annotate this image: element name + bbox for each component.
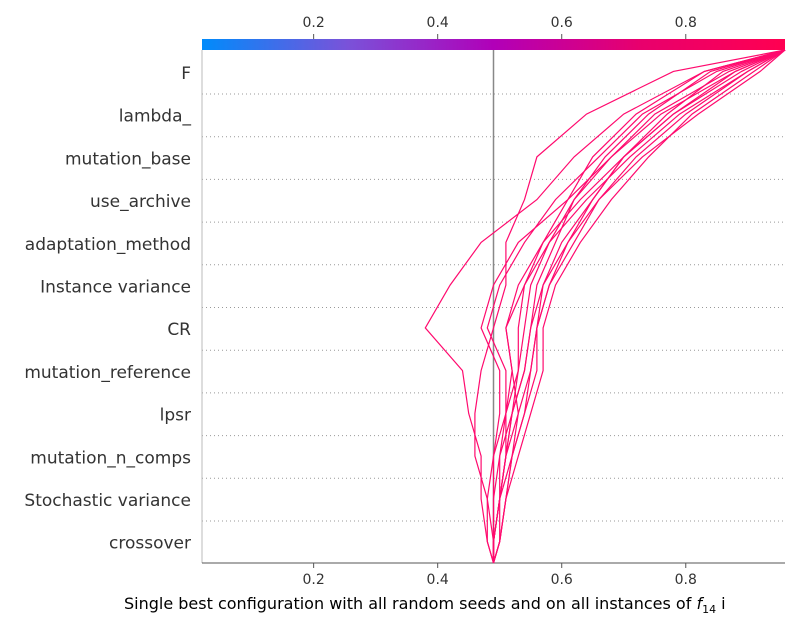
feature-label-crossover: crossover: [109, 534, 191, 554]
x-tick-label: 0.8: [675, 572, 697, 588]
decision-line-13: [492, 49, 786, 563]
decision-line-1: [474, 49, 786, 563]
feature-label-adaptation-method: adaptation_method: [25, 235, 191, 255]
colorbar: [202, 39, 785, 50]
feature-label-cr: CR: [167, 320, 191, 340]
x-tick-group: 0.2 0.4 0.6 0.8: [303, 563, 697, 588]
colorbar-tick-label: 0.6: [551, 15, 573, 31]
feature-label-lpsr: lpsr: [160, 406, 191, 426]
x-axis-title: Single best configuration with all rando…: [124, 594, 726, 616]
colorbar-tick-label: 0.8: [675, 15, 697, 31]
feature-label-use-archive: use_archive: [90, 192, 191, 212]
decision-line-10: [492, 49, 786, 564]
decision-line-14: [492, 49, 786, 563]
feature-label-mutation-base: mutation_base: [65, 149, 191, 169]
feature-label-f: F: [181, 64, 191, 84]
x-tick-label: 0.6: [551, 572, 573, 588]
feature-label-lambda: lambda_: [119, 107, 192, 127]
decision-line-12: [492, 49, 786, 563]
decision-line-3: [480, 49, 786, 563]
decision-line-8: [492, 49, 786, 564]
feature-label-mutation-reference: mutation_reference: [24, 363, 191, 383]
feature-label-stochastic-variance: Stochastic variance: [24, 491, 191, 511]
decision-line-7: [486, 49, 786, 564]
colorbar-tick-label: 0.2: [303, 15, 325, 31]
feature-label-mutation-n-comps: mutation_n_comps: [30, 448, 191, 468]
x-tick-label: 0.2: [303, 572, 325, 588]
decision-lines: [424, 49, 786, 564]
x-tick-label: 0.4: [427, 572, 449, 588]
feature-label-instance-variance: Instance variance: [40, 278, 191, 298]
decision-line-2: [424, 49, 786, 564]
colorbar-strip: [202, 39, 785, 50]
colorbar-tick-group: 0.2 0.4 0.6 0.8: [303, 15, 697, 39]
colorbar-tick-label: 0.4: [427, 15, 449, 31]
